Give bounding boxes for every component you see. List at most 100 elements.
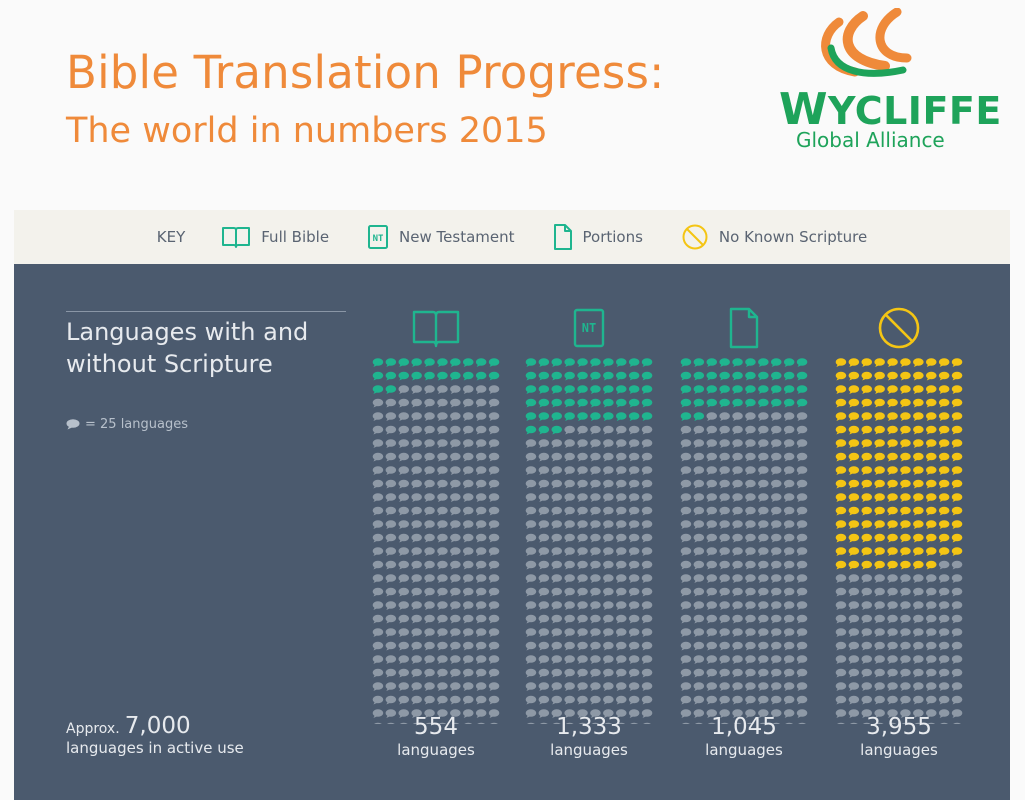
waffle-bubble (745, 371, 756, 381)
waffle-bubble (758, 587, 769, 597)
waffle-bubble (925, 452, 937, 462)
waffle-bubble (693, 682, 705, 691)
waffle-bubble (862, 722, 871, 724)
waffle-bubble (488, 371, 500, 381)
waffle-bubble (450, 479, 461, 489)
waffle-bubble (641, 628, 653, 637)
waffle-bubble (706, 574, 718, 583)
waffle-bubble (887, 641, 898, 651)
waffle-bubble (925, 560, 937, 570)
waffle-bubble (385, 587, 397, 597)
waffle-bubble (951, 520, 963, 529)
waffle-bubble (628, 668, 640, 678)
waffle-bubble (641, 641, 653, 651)
waffle-bubble (398, 574, 410, 583)
waffle-bubble (385, 466, 397, 475)
waffle-bubble (398, 466, 410, 475)
waffle-bubble (680, 587, 692, 597)
waffle-bubble (615, 601, 627, 610)
waffle-bubble (411, 506, 422, 516)
waffle-bubble (437, 358, 448, 367)
waffle-bubble (628, 506, 640, 516)
waffle-bubble (783, 560, 795, 570)
waffle-bubble (706, 439, 718, 448)
waffle-bubble (437, 520, 448, 529)
waffle-bubble (835, 668, 847, 678)
waffle-bubble (538, 682, 550, 691)
waffle-bubble (577, 466, 588, 475)
waffle-bubble (796, 655, 808, 664)
waffle-bubble (577, 668, 588, 678)
waffle-bubble (732, 398, 743, 408)
waffle-bubble (385, 628, 397, 637)
waffle-bubble (732, 668, 743, 678)
waffle-bubble (628, 371, 640, 381)
waffle-bubble (475, 439, 487, 448)
waffle-bubble (424, 668, 435, 678)
waffle-bubble (758, 560, 769, 570)
waffle-bubble (925, 695, 937, 705)
waffle-bubble (538, 574, 550, 583)
waffle-bubble (770, 682, 782, 691)
waffle-bubble (450, 533, 461, 543)
waffle-bubble (706, 412, 718, 421)
unit-note-text: = 25 languages (85, 417, 188, 432)
waffle-bubble (783, 466, 795, 475)
waffle-bubble (424, 412, 435, 421)
waffle-bubble (861, 628, 873, 637)
waffle-bubble (745, 439, 756, 448)
waffle-bubble (628, 520, 640, 529)
waffle-bubble (745, 628, 756, 637)
waffle-bubble (437, 371, 448, 381)
waffle-bubble (900, 479, 911, 489)
waffle-bubble (437, 398, 448, 408)
waffle-bubble (641, 385, 653, 394)
waffle-bubble (525, 655, 537, 664)
waffle-bubble (628, 547, 640, 556)
waffle-bubble (450, 641, 461, 651)
waffle-bubble (603, 412, 614, 421)
waffle-bubble (488, 655, 500, 664)
waffle-bubble (861, 574, 873, 583)
waffle-bubble (475, 385, 487, 394)
waffle-bubble (475, 560, 487, 570)
waffle-bubble (887, 452, 898, 462)
waffle-bubble (615, 412, 627, 421)
waffle-bubble (861, 695, 873, 705)
waffle-bubble (564, 479, 575, 489)
waffle-bubble (525, 547, 537, 556)
waffle-bubble (641, 709, 653, 718)
waffle-bubble (488, 452, 500, 462)
waffle-bubble (887, 371, 898, 381)
waffle-bubble (770, 493, 782, 502)
waffle-bubble (411, 614, 422, 624)
waffle-bubble (770, 709, 782, 718)
waffle-bubble (796, 601, 808, 610)
waffle-bubble (590, 628, 601, 637)
waffle-bubble (938, 682, 950, 691)
waffle-bubble (525, 398, 537, 408)
waffle-bubble (874, 709, 885, 718)
waffle-bubble (615, 682, 627, 691)
waffle-bubble (462, 398, 474, 408)
waffle-bubble (462, 466, 474, 475)
waffle-bubble (951, 628, 963, 637)
waffle-bubble (732, 547, 743, 556)
waffle-bubble (938, 493, 950, 502)
waffle-bubble (887, 601, 898, 610)
waffle-bubble (874, 425, 885, 435)
waffle-bubble (719, 614, 730, 624)
waffle-bubble (938, 439, 950, 448)
waffle-bubble (398, 439, 410, 448)
waffle-bubble (424, 385, 435, 394)
waffle-bubble (706, 358, 718, 367)
waffle-bubble (488, 358, 500, 367)
waffle-bubble (758, 412, 769, 421)
waffle-bubble (706, 425, 718, 435)
waffle-bubble (861, 668, 873, 678)
waffle-bubble (551, 641, 563, 651)
waffle-bubble (551, 439, 563, 448)
waffle-bubble (385, 547, 397, 556)
waffle-bubble (643, 722, 651, 724)
waffle-bubble (861, 358, 873, 367)
